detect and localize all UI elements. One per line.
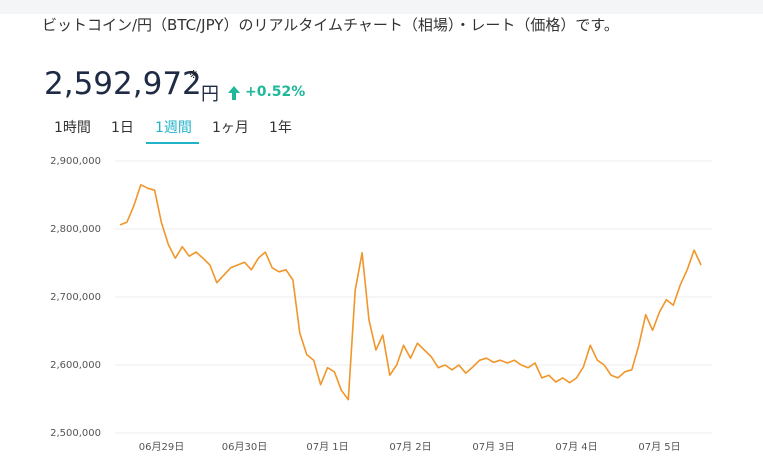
price-line <box>119 184 702 401</box>
tab[interactable]: 1ヶ月 <box>212 120 249 136</box>
x-tick-label: 06月29日 <box>139 441 184 453</box>
y-tick-label: 2,800,000 <box>50 224 101 235</box>
unit: 円 <box>201 84 219 105</box>
x-tick-label: 06月30日 <box>222 441 267 453</box>
up-arrow <box>228 86 240 100</box>
top-bar <box>0 0 763 14</box>
y-tick-label: 2,500,000 <box>50 428 101 439</box>
tab[interactable]: 1週間 <box>155 120 192 136</box>
tab[interactable]: 1年 <box>269 120 292 136</box>
x-tick-label: 07月 2日 <box>389 441 431 453</box>
tab-underline <box>146 142 199 144</box>
price-change: +0.52% <box>245 84 306 100</box>
description: ビットコイン/円（BTC/JPY）のリアルタイムチャート（相場）・レート（価格）… <box>42 16 619 34</box>
x-tick-label: 07月 4日 <box>555 441 597 453</box>
y-tick-label: 2,900,000 <box>50 156 101 167</box>
x-tick-label: 07月 1日 <box>306 441 348 453</box>
x-tick-label: 07月 3日 <box>472 441 514 453</box>
price: 2,592,972 <box>44 66 202 102</box>
y-tick-label: 2,700,000 <box>50 292 101 303</box>
x-tick-label: 07月 5日 <box>638 441 680 453</box>
tab[interactable]: 1時間 <box>54 120 91 136</box>
note-mark: ※ <box>189 68 199 81</box>
y-tick-label: 2,600,000 <box>50 360 101 371</box>
tab[interactable]: 1日 <box>111 120 134 136</box>
